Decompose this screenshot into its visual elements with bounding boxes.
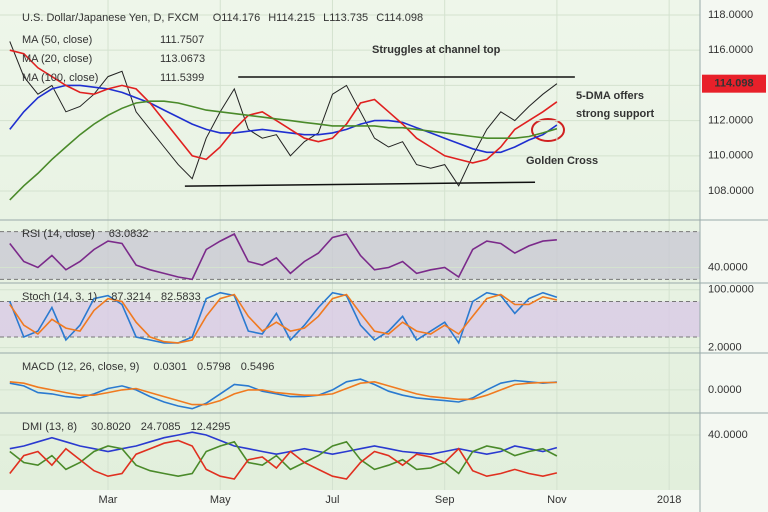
ohlc-value: L113.735 bbox=[323, 12, 368, 24]
series-line bbox=[9, 100, 558, 201]
series-line bbox=[9, 431, 558, 456]
legend-name: MA (20, close) bbox=[22, 53, 92, 65]
panel-title: DMI (13, 8) bbox=[22, 421, 77, 433]
panel-title: MACD (12, 26, close, 9) bbox=[22, 361, 139, 373]
annotation: 5-DMA offers strong support bbox=[576, 90, 655, 120]
x-tick-label: Nov bbox=[547, 494, 567, 506]
series-line bbox=[9, 49, 558, 164]
y-tick-label: 118.0000 bbox=[708, 9, 753, 21]
ohlc-value: H114.215 bbox=[268, 12, 315, 24]
trendline bbox=[184, 181, 536, 187]
legend-value: 111.7507 bbox=[160, 34, 204, 46]
x-tick-label: 2018 bbox=[657, 494, 681, 506]
y-tick-label: 2.0000 bbox=[708, 342, 742, 354]
header-value: 0.0301 bbox=[153, 361, 187, 373]
legend-value: 0.5496 bbox=[241, 361, 275, 373]
legend-value: 111.5399 bbox=[160, 72, 204, 84]
x-tick-label: May bbox=[210, 494, 231, 506]
legend-value: 82.5833 bbox=[161, 291, 201, 303]
golden-cross-marker bbox=[531, 118, 565, 142]
annotation: Struggles at channel top bbox=[372, 44, 501, 56]
panel-title: U.S. Dollar/Japanese Yen, D, FXCM bbox=[22, 12, 199, 24]
y-tick-label: 0.0000 bbox=[708, 384, 742, 396]
y-tick-label: 40.0000 bbox=[708, 261, 748, 273]
y-tick-label: 40.0000 bbox=[708, 429, 748, 441]
annotation: Golden Cross bbox=[526, 155, 598, 167]
series-line bbox=[9, 84, 558, 154]
ohlc-value: O114.176 bbox=[213, 12, 261, 24]
y-tick-label: 112.0000 bbox=[708, 115, 753, 127]
legend-value: 0.5798 bbox=[197, 361, 231, 373]
panel-title: Stoch (14, 3, 1) bbox=[22, 291, 97, 303]
legend-value: 12.4295 bbox=[191, 421, 231, 433]
x-tick-label: Mar bbox=[99, 494, 118, 506]
time-axis-background bbox=[0, 490, 700, 512]
series-line bbox=[9, 41, 558, 187]
legend-value: 113.0673 bbox=[160, 53, 205, 65]
legend-name: MA (50, close) bbox=[22, 34, 92, 46]
series-line bbox=[9, 293, 558, 344]
y-tick-label: 116.0000 bbox=[708, 44, 753, 56]
x-tick-label: Sep bbox=[435, 494, 455, 506]
series-line bbox=[9, 440, 558, 478]
series-line bbox=[9, 439, 558, 480]
legend-value: 63.0832 bbox=[109, 228, 149, 240]
legend-value: 87.3214 bbox=[111, 291, 151, 303]
x-tick-label: Jul bbox=[325, 494, 339, 506]
legend-name: MA (100, close) bbox=[22, 72, 98, 84]
ohlc-value: C114.098 bbox=[376, 12, 423, 24]
series-line bbox=[9, 232, 557, 281]
price-label-box bbox=[702, 74, 766, 93]
y-tick-label: 110.0000 bbox=[708, 150, 753, 162]
y-tick-label: 100.0000 bbox=[708, 284, 754, 296]
legend-value: 24.7085 bbox=[141, 421, 181, 433]
y-tick-label: 108.0000 bbox=[708, 185, 754, 197]
panel-title: RSI (14, close) bbox=[22, 228, 95, 240]
series-line bbox=[9, 380, 557, 406]
legend-value: 30.8020 bbox=[91, 421, 131, 433]
price-label: 114.098 bbox=[714, 78, 753, 90]
level-band bbox=[0, 301, 700, 337]
